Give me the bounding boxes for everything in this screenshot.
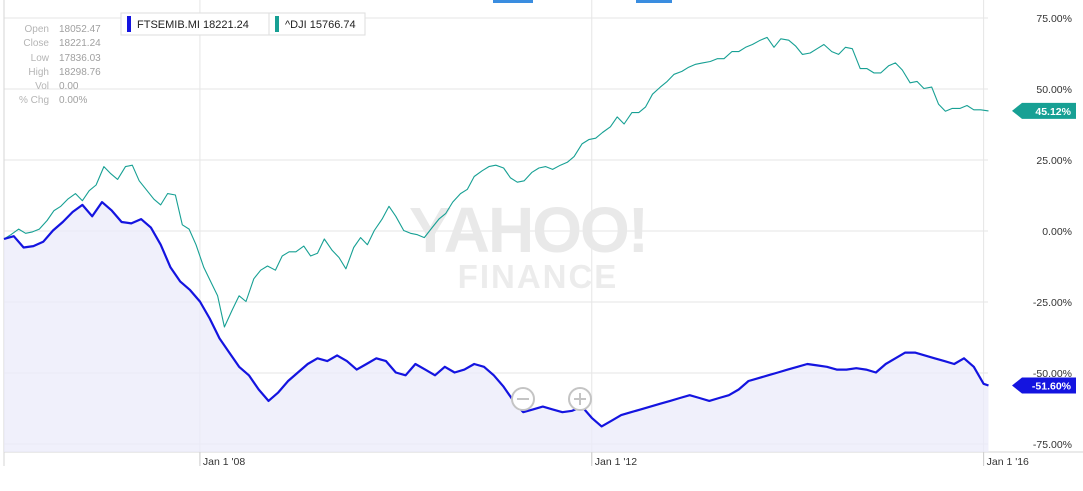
x-tick-label: Jan 1 '12 (595, 456, 637, 468)
ohlc-close-key: Close (23, 38, 49, 49)
legend-item-ftsemib[interactable]: FTSEMIB.MI 18221.24 (120, 12, 270, 36)
yahoo-finance-watermark: YAHOO! FINANCE (409, 194, 649, 295)
legend-item-dji[interactable]: ^DJI 15766.74 (268, 12, 366, 36)
x-tick-label: Jan 1 '08 (203, 456, 245, 468)
ohlc-open-value: 18052.47 (59, 24, 101, 35)
ohlc-high-value: 18298.76 (59, 67, 101, 78)
y-tick-label: 25.00% (1036, 155, 1072, 167)
y-tick-label: -50.00% (1033, 368, 1072, 380)
y-tick-label: 50.00% (1036, 84, 1072, 96)
zoom-out-button[interactable] (511, 387, 535, 411)
watermark-line1: YAHOO! (409, 194, 647, 266)
legend: FTSEMIB.MI 18221.24 ^DJI 15766.74 (120, 12, 366, 36)
ohlc-vol-key: Vol (35, 81, 49, 92)
series-lines (3, 36, 989, 428)
legend-swatch-dji (275, 16, 279, 32)
series-line-ftsemib-mi[interactable] (3, 201, 989, 428)
top-tab-indicator[interactable] (636, 0, 672, 3)
ohlc-panel: Open 18052.47 Close 18221.24 Low 17836.0… (19, 24, 101, 106)
y-tick-label: 75.00% (1036, 13, 1072, 25)
last-value-label-dji: 45.12% (1035, 106, 1071, 118)
y-axis-tick-labels: 75.00% 50.00% 25.00% 0.00% -25.00% -50.00% -75… (1033, 13, 1072, 451)
last-value-badge-ftsemib-mi (1012, 377, 1076, 394)
last-value-label-ftsemib-mi: -51.60% (1032, 381, 1072, 393)
series-line-dji[interactable] (3, 36, 989, 328)
ftsemib-area-fill (4, 202, 989, 452)
top-tab-indicator[interactable] (493, 0, 533, 3)
ohlc-low-value: 17836.03 (59, 53, 101, 64)
ohlc-high-key: High (28, 67, 49, 78)
y-tick-label: -25.00% (1033, 297, 1072, 309)
ohlc-close-value: 18221.24 (59, 38, 101, 49)
last-value-badge-dji (1012, 102, 1076, 119)
zoom-in-button[interactable] (568, 387, 592, 411)
x-tick-label: Jan 1 '16 (987, 456, 1029, 468)
ohlc-vol-value: 0.00 (59, 81, 79, 92)
legend-label-ftsemib: FTSEMIB.MI 18221.24 (137, 19, 249, 31)
last-value-badges: 45.12% -51.60% (1012, 102, 1076, 394)
y-tick-label: 0.00% (1042, 226, 1072, 238)
y-tick-label: -75.00% (1033, 439, 1072, 451)
ohlc-pct-chg-value: 0.00% (59, 95, 87, 106)
ohlc-pct-chg-key: % Chg (19, 95, 49, 106)
watermark-line2: FINANCE (458, 258, 619, 295)
legend-swatch-ftsemib (127, 16, 131, 32)
ohlc-low-key: Low (31, 53, 50, 64)
x-axis-tick-labels: Jan 1 '08 Jan 1 '12 Jan 1 '16 (203, 456, 1029, 468)
legend-label-dji: ^DJI 15766.74 (285, 19, 356, 31)
ohlc-open-key: Open (25, 24, 49, 35)
legend-box (268, 12, 366, 36)
